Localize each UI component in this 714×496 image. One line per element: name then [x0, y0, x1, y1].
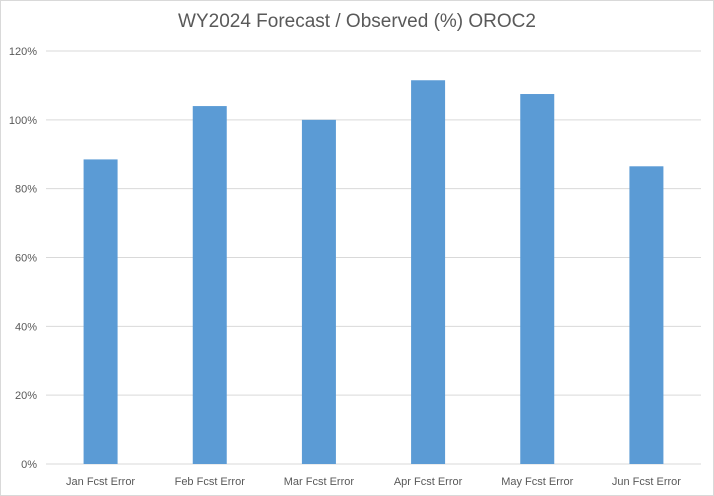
x-tick-label: Feb Fcst Error: [175, 476, 246, 488]
bar: [192, 106, 227, 465]
x-tick-label: Jun Fcst Error: [612, 476, 681, 488]
y-tick-label: 100%: [9, 115, 37, 127]
x-tick-label: Jan Fcst Error: [66, 476, 135, 488]
y-tick-label: 120%: [9, 46, 37, 58]
x-tick-label: May Fcst Error: [501, 476, 573, 488]
bars: [83, 80, 664, 465]
y-tick-label: 60%: [15, 253, 37, 265]
x-axis-ticks: Jan Fcst Error Feb Fcst Error Mar Fcst Err…: [66, 476, 681, 488]
bar: [629, 166, 664, 464]
bar: [520, 94, 555, 464]
chart-title: WY2024 Forecast / Observed (%) OROC2: [178, 11, 536, 32]
y-tick-label: 0%: [21, 459, 37, 471]
x-tick-label: Apr Fcst Error: [394, 476, 463, 488]
x-tick-label: Mar Fcst Error: [284, 476, 355, 488]
bar: [411, 80, 446, 465]
bar: [301, 119, 336, 464]
y-tick-label: 20%: [15, 390, 37, 402]
bar: [83, 159, 118, 464]
y-axis-ticks: 0% 20% 40% 60% 80% 100% 120%: [9, 46, 37, 471]
y-tick-label: 80%: [15, 184, 37, 196]
gridlines: [46, 50, 701, 465]
y-tick-label: 40%: [15, 321, 37, 333]
